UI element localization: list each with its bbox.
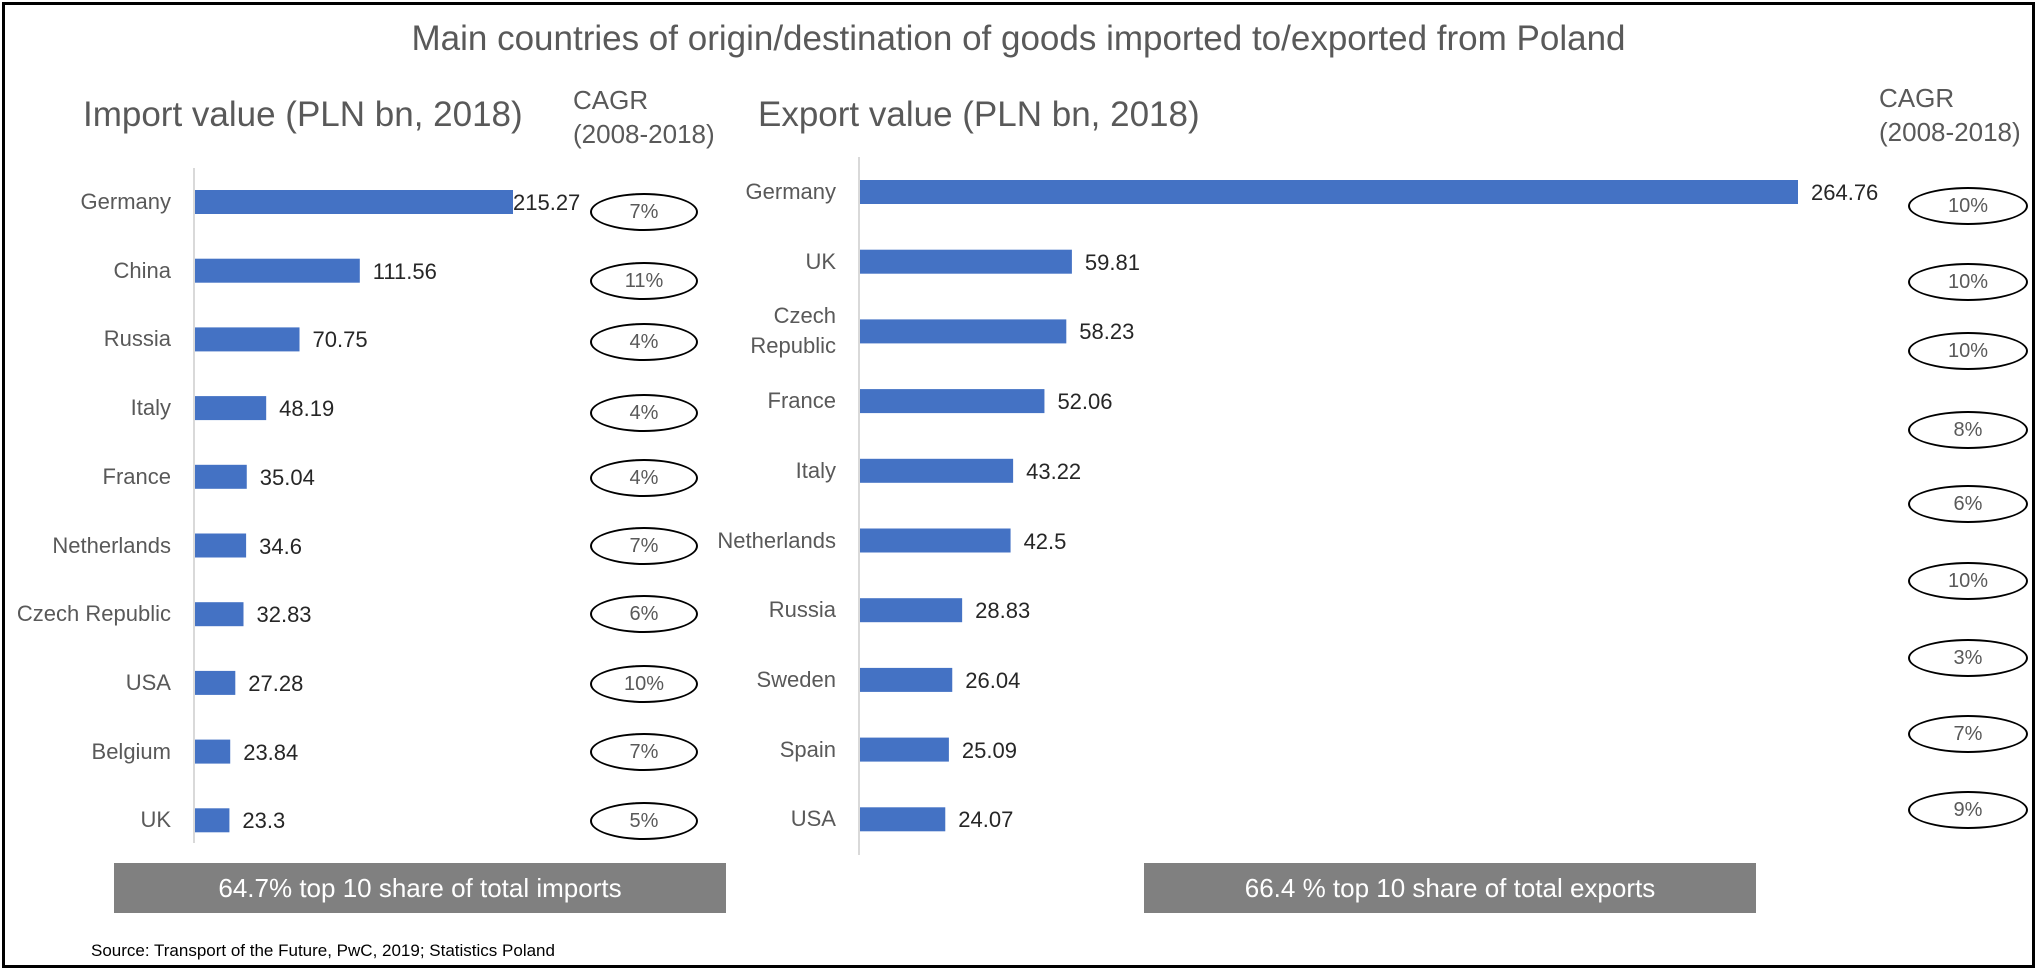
export-value-label: 28.83 — [975, 598, 1031, 624]
export-value-label: 24.07 — [958, 807, 1014, 833]
export-category-label: Germany — [745, 179, 836, 204]
export-share-box: 66.4 % top 10 share of total exports — [1144, 863, 1756, 913]
export-bar — [860, 458, 1014, 483]
export-cagr-value: 6% — [1908, 485, 2028, 523]
import-value-label: 215.27 — [513, 190, 581, 215]
import-category-label: Czech Republic — [16, 601, 171, 627]
export-category-label: Netherlands — [717, 527, 836, 553]
export-chart-title: Export value (PLN bn, 2018) — [758, 95, 1200, 134]
export-cagr-value: 9% — [1908, 791, 2028, 829]
export-cagr-value: 10% — [1908, 562, 2028, 600]
import-value-label: 23.3 — [242, 808, 286, 834]
import-category-label: Netherlands — [52, 532, 171, 558]
export-category-label: Czech Republic — [750, 303, 836, 359]
export-value-label: 26.04 — [965, 667, 1021, 693]
import-category-label: France — [102, 463, 171, 489]
import-share-box: 64.7% top 10 share of total imports — [114, 863, 726, 913]
export-value-label: 25.09 — [961, 737, 1017, 763]
import-value-label: 32.83 — [256, 602, 312, 628]
import-cagr-value: 4% — [590, 459, 698, 497]
export-bar — [860, 737, 949, 762]
import-category-label: China — [113, 257, 171, 283]
import-value-label: 35.04 — [259, 464, 315, 490]
export-cagr-value: 10% — [1908, 187, 2028, 225]
import-cagr-value: 11% — [590, 262, 698, 300]
export-cagr-value: 10% — [1908, 332, 2028, 370]
export-cagr-value: 8% — [1908, 411, 2028, 449]
export-value-label: 43.22 — [1026, 458, 1082, 484]
import-cagr-value: 4% — [590, 323, 698, 361]
import-cagr-value: 4% — [590, 394, 698, 432]
import-category-label: Germany — [80, 189, 171, 214]
import-category-label: Italy — [130, 395, 171, 421]
import-bar — [195, 602, 244, 627]
export-cagr-header: CAGR (2008-2018) — [1879, 83, 2021, 147]
export-value-label: 59.81 — [1084, 249, 1140, 275]
import-cagr-header: CAGR (2008-2018) — [573, 85, 715, 149]
import-value-label: 70.75 — [312, 327, 368, 353]
import-cagr-value: 7% — [590, 527, 698, 565]
import-bar — [195, 327, 300, 352]
import-category-label: Russia — [103, 326, 171, 352]
export-category-label: Italy — [795, 457, 836, 483]
main-title: Main countries of origin/destination of … — [411, 19, 1626, 58]
import-cagr-value: 7% — [590, 733, 698, 771]
charts-canvas — [193, 157, 1798, 855]
export-bar — [860, 389, 1045, 414]
export-category-label: France — [767, 388, 836, 414]
export-category-label: Spain — [779, 736, 836, 762]
import-category-label: UK — [140, 807, 171, 833]
import-bar — [195, 190, 513, 214]
import-bar — [195, 670, 236, 695]
import-bar — [195, 464, 247, 489]
import-value-label: 23.84 — [243, 739, 299, 765]
export-bar — [860, 180, 1798, 204]
export-category-label: UK — [805, 248, 836, 274]
import-cagr-value: 7% — [590, 193, 698, 231]
import-value-label: 48.19 — [279, 396, 335, 422]
import-value-label: 34.6 — [259, 533, 302, 559]
export-bar — [860, 528, 1011, 553]
export-value-label: 42.5 — [1023, 528, 1067, 554]
export-value-label: 52.06 — [1057, 389, 1113, 415]
import-bar — [195, 258, 360, 283]
source-note: Source: Transport of the Future, PwC, 20… — [91, 941, 555, 960]
import-category-label: USA — [125, 669, 171, 695]
export-value-label: 58.23 — [1079, 319, 1135, 345]
import-value-label: 111.56 — [372, 258, 437, 284]
export-bar — [860, 319, 1067, 344]
import-chart-title: Import value (PLN bn, 2018) — [83, 95, 523, 134]
import-bar — [195, 739, 231, 764]
import-bar — [195, 396, 267, 421]
export-value-label: 264.76 — [1811, 180, 1879, 205]
import-bar — [195, 808, 230, 833]
export-cagr-value: 10% — [1908, 263, 2028, 301]
export-category-label: Russia — [768, 597, 836, 623]
import-category-label: Belgium — [91, 738, 171, 764]
import-cagr-value: 10% — [590, 665, 698, 703]
export-category-label: USA — [790, 806, 836, 832]
import-bar — [195, 533, 247, 558]
export-bar — [860, 667, 953, 692]
export-bar — [860, 807, 946, 832]
export-bar — [860, 249, 1072, 274]
import-cagr-value: 6% — [590, 595, 698, 633]
import-value-label: 27.28 — [248, 670, 304, 696]
export-bar — [860, 598, 963, 623]
export-cagr-value: 7% — [1908, 715, 2028, 753]
import-cagr-value: 5% — [590, 802, 698, 840]
export-cagr-value: 3% — [1908, 639, 2028, 677]
export-category-label: Sweden — [756, 666, 836, 692]
